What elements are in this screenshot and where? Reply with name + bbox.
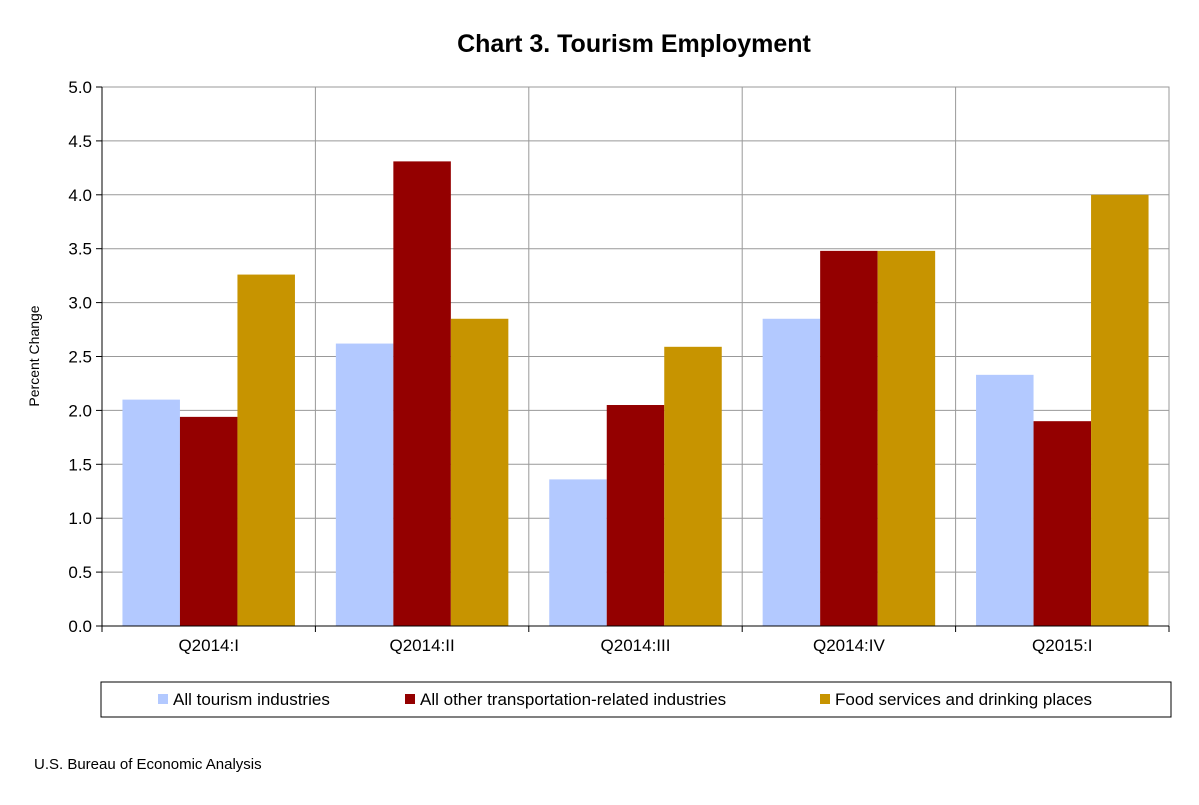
y-tick-label: 4.0 — [68, 186, 92, 205]
bar-q2014-iii-series-1 — [549, 479, 607, 626]
y-tick-label: 2.5 — [68, 348, 92, 367]
bar-q2014-iii-series-3 — [664, 346, 722, 626]
bar-q2014-iv-series-3 — [877, 250, 936, 626]
y-tick-label: 0.0 — [68, 617, 92, 636]
bars — [122, 161, 1149, 627]
legend-swatch-series-2 — [405, 694, 415, 704]
y-tick-label: 3.0 — [68, 294, 92, 313]
y-tick-label: 1.0 — [68, 509, 92, 528]
bar-q2014-ii-series-3 — [450, 318, 509, 626]
x-tick-label: Q2015:I — [1032, 636, 1093, 655]
y-tick-label: 1.5 — [68, 455, 92, 474]
x-tick-label: Q2014:I — [178, 636, 239, 655]
legend-swatch-series-1 — [158, 694, 168, 704]
y-tick-labels: 0.0 0.5 1.0 1.5 2.0 2.5 3.0 3.5 4.0 4.5 5.0 — [68, 78, 92, 636]
x-tick-label: Q2014:IV — [813, 636, 885, 655]
legend-label-series-2: All other transportation-related industr… — [420, 690, 726, 709]
x-tick-label: Q2014:III — [601, 636, 671, 655]
bar-q2014-iv-series-1 — [762, 318, 821, 626]
x-tick-label: Q2014:II — [389, 636, 454, 655]
legend-label-series-3: Food services and drinking places — [835, 690, 1092, 709]
legend-swatch-series-3 — [820, 694, 830, 704]
bar-q2014-iv-series-2 — [820, 250, 878, 626]
bar-q2014-iii-series-2 — [606, 405, 665, 626]
bar-q2014-i-series-2 — [179, 416, 238, 626]
y-axis-label: Percent Change — [26, 305, 42, 406]
legend-box — [100, 681, 1172, 718]
bar-q2014-i-series-1 — [122, 399, 180, 626]
legend-label-series-1: All tourism industries — [173, 690, 330, 709]
y-tick-label: 3.5 — [68, 240, 92, 259]
bar-q2015-i-series-1 — [976, 374, 1034, 626]
x-tick-labels: Q2014:I Q2014:II Q2014:III Q2014:IV Q2015:I — [178, 636, 1092, 655]
source-note: U.S. Bureau of Economic Analysis — [34, 756, 262, 773]
y-tick-label: 2.0 — [68, 401, 92, 420]
y-tick-label: 4.5 — [68, 132, 92, 151]
bar-q2014-ii-series-1 — [335, 343, 394, 626]
y-tick-label: 5.0 — [68, 78, 92, 97]
y-tick-label: 0.5 — [68, 563, 92, 582]
axes — [96, 86, 1170, 632]
bar-q2014-ii-series-2 — [393, 161, 451, 626]
legend: All tourism industries All other transpor… — [100, 681, 1172, 718]
bar-q2014-i-series-3 — [237, 274, 295, 626]
bar-q2015-i-series-3 — [1091, 194, 1149, 627]
chart-title: Chart 3. Tourism Employment — [457, 30, 811, 58]
bar-q2015-i-series-2 — [1033, 421, 1092, 626]
